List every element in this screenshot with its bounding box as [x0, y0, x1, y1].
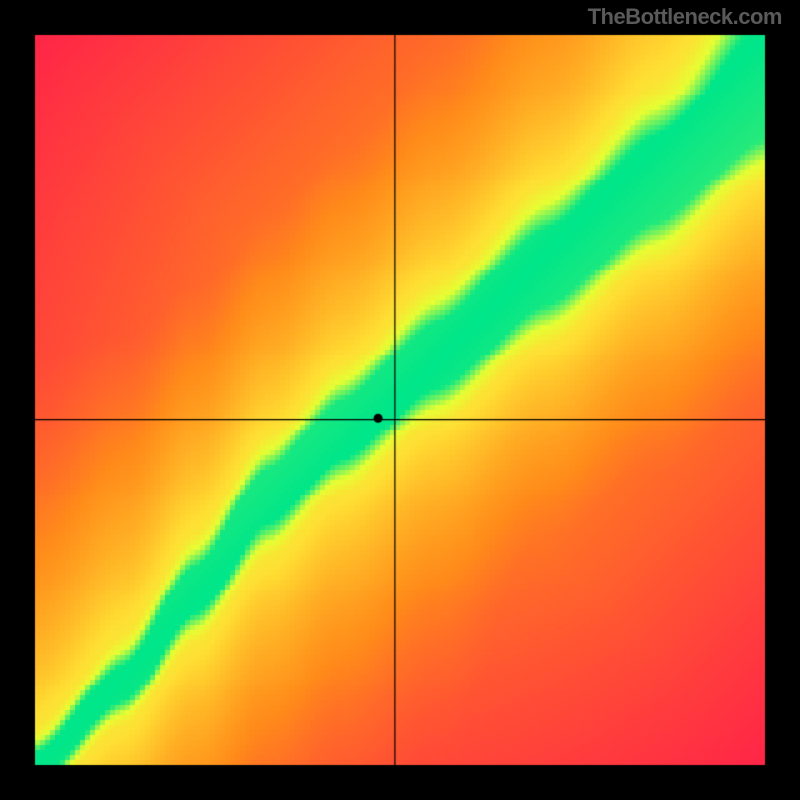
chart-container: TheBottleneck.com — [0, 0, 800, 800]
watermark-text: TheBottleneck.com — [588, 4, 782, 30]
heatmap-canvas — [0, 0, 800, 800]
